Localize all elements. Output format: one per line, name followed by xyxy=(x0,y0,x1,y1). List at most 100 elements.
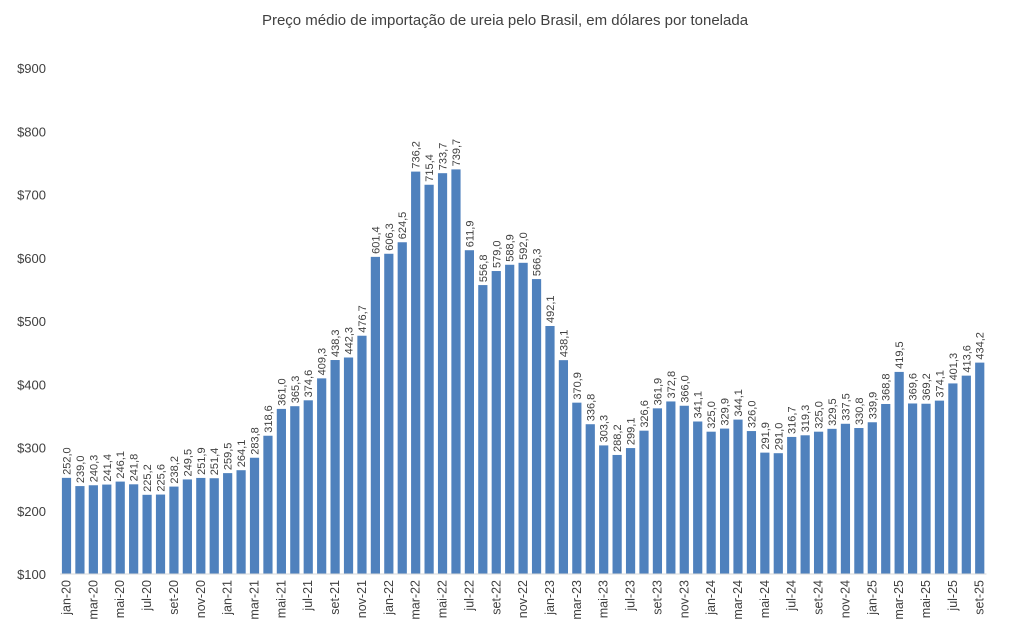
data-label: 366,0 xyxy=(679,375,691,403)
data-label: 251,4 xyxy=(209,448,221,476)
data-label: 249,5 xyxy=(182,449,194,477)
data-label: 413,6 xyxy=(961,345,973,373)
x-tick-label: jul-24 xyxy=(785,580,799,612)
bar xyxy=(867,422,877,574)
x-tick-label: jan-25 xyxy=(865,580,879,616)
x-tick-label: nov-24 xyxy=(838,580,852,618)
bar xyxy=(424,184,434,574)
x-tick-label: mar-20 xyxy=(86,580,100,620)
data-label: 419,5 xyxy=(894,341,906,369)
bar xyxy=(129,484,139,574)
bar xyxy=(639,430,649,574)
data-label: 476,7 xyxy=(357,305,369,333)
x-tick-label: jan-23 xyxy=(543,580,557,616)
data-label: 566,3 xyxy=(532,249,544,277)
y-tick-label: $600 xyxy=(17,251,46,266)
data-label: 341,1 xyxy=(693,391,705,419)
bar xyxy=(505,264,515,574)
bar xyxy=(545,325,555,574)
bar xyxy=(881,403,891,574)
data-label: 303,3 xyxy=(599,415,611,443)
data-label: 606,3 xyxy=(384,223,396,251)
y-tick-label: $100 xyxy=(17,567,46,582)
y-tick-label: $800 xyxy=(17,124,46,139)
x-tick-label: jul-25 xyxy=(946,580,960,612)
y-tick-label: $900 xyxy=(17,61,46,76)
y-tick-label: $200 xyxy=(17,504,46,519)
x-axis: jan-20 mar-20 mai-20 jul-20 set-20 nov-20 jan-… xyxy=(60,573,987,620)
x-tick-label: mar-23 xyxy=(570,580,584,620)
data-label: 252,0 xyxy=(62,447,74,475)
x-tick-label: mai-20 xyxy=(113,580,127,618)
x-tick-label: jan-21 xyxy=(221,580,235,616)
bar xyxy=(370,256,380,574)
data-label: 374,1 xyxy=(934,370,946,398)
data-label: 374,6 xyxy=(303,370,315,398)
bar xyxy=(155,494,166,574)
data-label: 326,6 xyxy=(639,400,651,428)
bar xyxy=(451,169,461,574)
data-label: 238,2 xyxy=(169,456,181,484)
x-tick-label: set-24 xyxy=(812,580,826,615)
data-label: 370,9 xyxy=(572,372,584,400)
bar xyxy=(787,436,797,574)
x-tick-label: jul-20 xyxy=(140,580,154,612)
x-tick-label: mai-23 xyxy=(597,580,611,618)
bar xyxy=(894,371,904,574)
bar xyxy=(182,479,192,574)
bar xyxy=(907,403,918,574)
x-tick-label: jul-23 xyxy=(624,580,638,612)
y-tick-label: $700 xyxy=(17,188,46,203)
data-label: 325,0 xyxy=(814,401,826,429)
bar xyxy=(921,403,931,574)
bar xyxy=(666,401,676,574)
bar xyxy=(317,378,327,574)
x-tick-label: mar-25 xyxy=(892,580,906,620)
bar xyxy=(75,486,85,574)
data-label: 240,3 xyxy=(88,455,100,483)
data-label: 299,1 xyxy=(626,418,638,446)
bar xyxy=(679,405,689,574)
data-label: 611,9 xyxy=(464,221,476,248)
data-label: 225,2 xyxy=(142,464,154,492)
data-label: 434,2 xyxy=(975,332,987,360)
data-label: 361,9 xyxy=(652,378,664,406)
data-label: 369,2 xyxy=(921,373,933,401)
bar xyxy=(397,242,407,574)
bar xyxy=(733,419,743,574)
data-label: 365,3 xyxy=(290,376,302,404)
bars xyxy=(61,169,985,574)
data-labels: 252,0 239,0 240,3 241,4 246,1 241,8 225,2 225,6… xyxy=(62,139,987,492)
bar xyxy=(196,477,206,574)
bar xyxy=(437,173,448,574)
data-label: 344,1 xyxy=(733,389,745,417)
bar xyxy=(61,477,72,574)
data-label: 241,8 xyxy=(129,454,141,482)
x-tick-label: jul-22 xyxy=(462,580,476,612)
data-label: 368,8 xyxy=(881,373,893,401)
data-label: 239,0 xyxy=(75,456,87,484)
bar xyxy=(223,473,233,574)
data-label: 556,8 xyxy=(478,255,490,283)
bar xyxy=(276,408,286,574)
x-tick-label: set-20 xyxy=(167,580,181,615)
bar xyxy=(249,457,260,574)
bar xyxy=(693,421,703,574)
bar xyxy=(599,445,609,574)
bar xyxy=(827,428,837,574)
data-label: 316,7 xyxy=(787,406,799,434)
bar xyxy=(491,271,501,574)
bar xyxy=(531,279,542,574)
bar xyxy=(236,470,246,574)
bar xyxy=(746,431,757,574)
data-label: 326,0 xyxy=(746,401,758,429)
data-label: 291,9 xyxy=(760,422,772,450)
x-tick-label: jul-21 xyxy=(301,580,315,612)
data-label: 329,9 xyxy=(720,398,732,426)
bar xyxy=(948,383,958,574)
x-tick-label: mar-22 xyxy=(409,580,423,620)
x-tick-label: nov-23 xyxy=(677,580,691,618)
x-tick-label: nov-21 xyxy=(355,580,369,618)
data-label: 592,0 xyxy=(518,232,530,260)
data-label: 330,8 xyxy=(854,397,866,425)
